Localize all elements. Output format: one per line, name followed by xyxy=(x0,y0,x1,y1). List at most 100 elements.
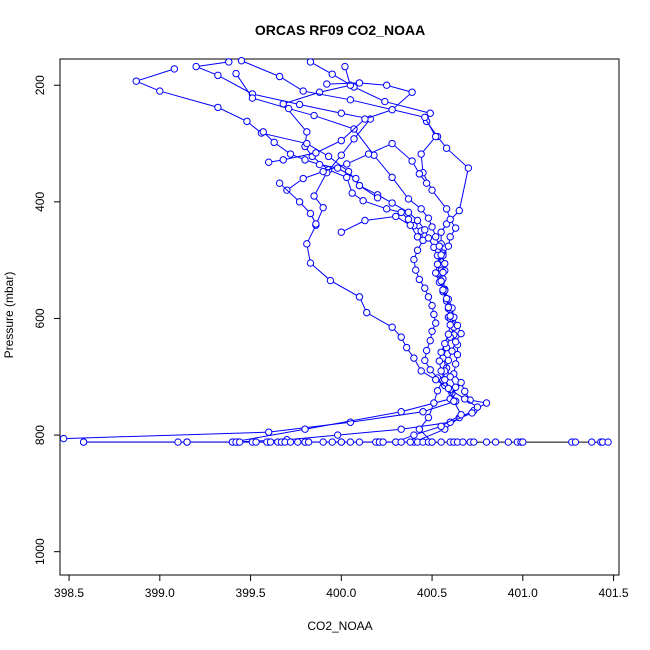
series-7 xyxy=(265,79,416,166)
data-point xyxy=(437,367,445,375)
data-point xyxy=(174,438,182,446)
data-point xyxy=(444,242,453,250)
data-point xyxy=(299,87,307,95)
data-point xyxy=(183,438,191,446)
data-point xyxy=(361,216,369,225)
data-point xyxy=(270,138,278,147)
data-point xyxy=(417,367,425,375)
data-point xyxy=(286,150,295,158)
data-point xyxy=(446,321,454,329)
data-point xyxy=(439,286,447,294)
data-point xyxy=(346,438,355,446)
data-point xyxy=(388,199,396,207)
data-point xyxy=(252,438,260,446)
data-point xyxy=(382,205,391,213)
x-tick-label: 399.5 xyxy=(236,586,266,600)
data-point xyxy=(446,233,454,241)
data-point xyxy=(381,97,389,106)
data-point xyxy=(265,428,273,436)
data-point xyxy=(294,438,302,446)
data-point xyxy=(504,438,512,446)
data-point xyxy=(303,128,311,136)
data-point xyxy=(382,81,391,89)
series-line xyxy=(241,60,462,443)
data-point xyxy=(419,408,427,416)
data-point xyxy=(455,206,463,215)
data-point xyxy=(402,343,411,352)
series-11 xyxy=(337,212,422,241)
data-point xyxy=(248,94,257,102)
bottom-markers xyxy=(79,438,612,446)
data-point xyxy=(355,79,364,87)
data-point xyxy=(328,438,336,446)
x-tick-label: 398.5 xyxy=(54,586,84,600)
data-point xyxy=(265,158,273,166)
data-point xyxy=(337,136,346,145)
data-point xyxy=(373,194,382,202)
data-point xyxy=(437,438,445,446)
data-point xyxy=(355,438,364,446)
data-point xyxy=(453,321,462,330)
data-point xyxy=(431,233,440,241)
data-point xyxy=(333,164,342,172)
data-point xyxy=(459,438,467,446)
data-point xyxy=(441,339,449,348)
data-point xyxy=(604,438,612,446)
data-point xyxy=(461,387,469,396)
data-point xyxy=(392,212,400,221)
data-point xyxy=(243,117,251,126)
series-8 xyxy=(283,139,431,194)
data-point xyxy=(422,179,431,187)
data-point xyxy=(301,425,309,433)
data-point xyxy=(337,438,346,446)
data-point xyxy=(444,303,453,312)
data-point xyxy=(408,157,416,165)
series-line xyxy=(279,182,317,225)
data-point xyxy=(323,80,331,88)
data-point xyxy=(352,174,360,183)
data-point xyxy=(350,135,358,143)
data-point xyxy=(415,275,424,284)
data-point xyxy=(275,179,284,187)
data-point xyxy=(433,260,442,268)
data-point xyxy=(326,276,335,285)
data-point xyxy=(588,438,596,446)
data-point xyxy=(232,69,240,78)
data-point xyxy=(413,246,422,254)
data-point xyxy=(170,65,179,73)
x-axis: 398.5 399.0 399.5 400.0 400.5 401.0 401.5 xyxy=(54,575,629,600)
data-point xyxy=(408,88,416,96)
data-point xyxy=(348,189,356,197)
data-point xyxy=(363,308,371,317)
data-point xyxy=(422,346,431,355)
y-axis-label: Pressure (mbar) xyxy=(2,272,16,359)
data-point xyxy=(192,62,200,71)
data-point xyxy=(79,438,88,446)
data-point xyxy=(451,224,460,232)
data-point xyxy=(442,144,451,152)
data-point xyxy=(303,139,311,148)
data-point xyxy=(341,62,349,71)
data-point xyxy=(397,333,405,341)
data-point xyxy=(431,375,440,384)
data-point xyxy=(457,410,465,419)
y-tick-label: 200 xyxy=(33,75,47,95)
chart-title: ORCAS RF09 CO2_NOAA xyxy=(255,22,425,38)
data-point xyxy=(324,152,333,161)
data-point xyxy=(426,336,434,345)
data-point xyxy=(421,226,429,234)
data-point xyxy=(361,115,369,123)
data-point xyxy=(441,375,449,384)
data-point xyxy=(461,395,469,403)
data-point xyxy=(315,160,324,169)
data-point xyxy=(406,438,414,446)
data-point xyxy=(295,198,304,206)
data-point xyxy=(364,150,373,158)
data-point xyxy=(295,100,304,109)
data-point xyxy=(312,220,320,228)
data-point xyxy=(359,196,367,205)
data-point xyxy=(437,422,445,431)
data-point xyxy=(279,156,287,164)
data-point xyxy=(442,205,451,213)
